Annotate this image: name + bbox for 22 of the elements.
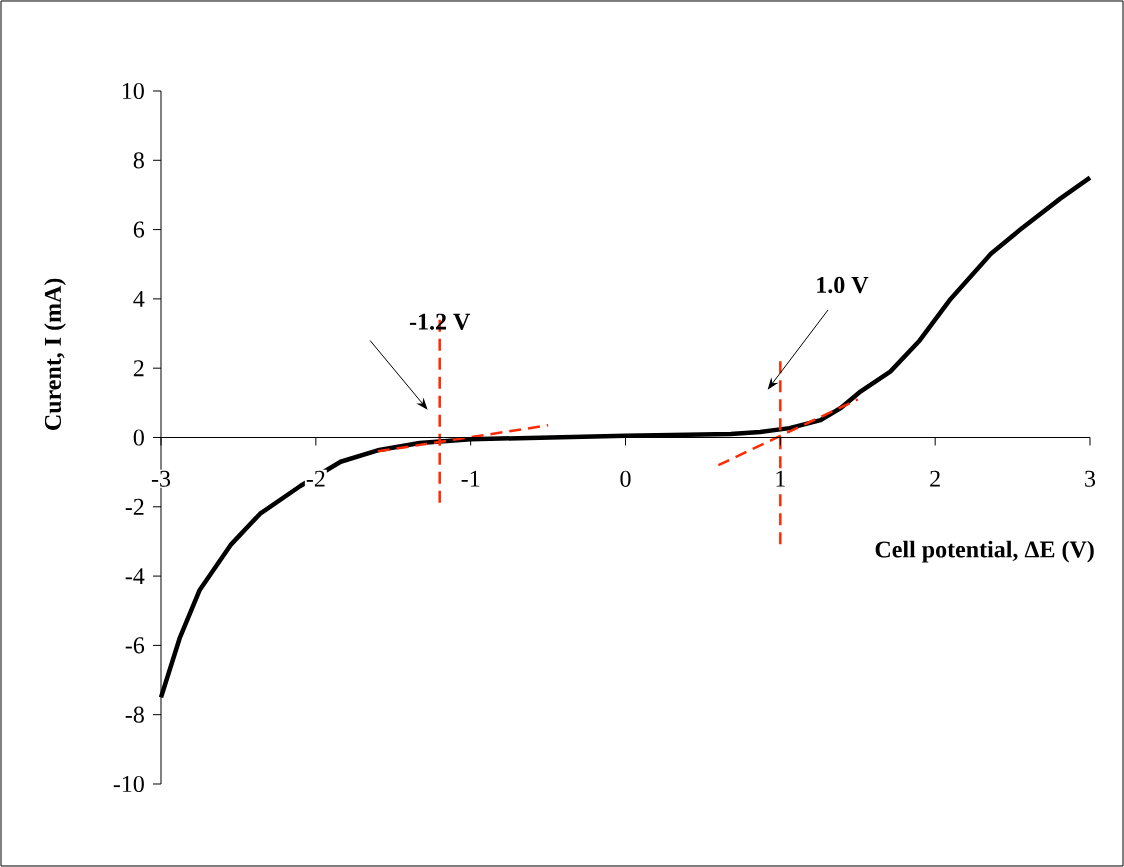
y-tick-label: -6	[125, 637, 145, 654]
y-tick-label: -8	[125, 706, 144, 723]
y-axis-title: Curent, I (mA)	[44, 278, 66, 430]
y-tick-label: 10	[122, 82, 144, 100]
y-tick-label: 2	[133, 360, 144, 377]
y-tick-label: -10	[113, 775, 144, 793]
x-axis-title: Cell potential, ΔE (V)	[875, 540, 1094, 563]
x-tick-label: -1	[461, 470, 480, 487]
y-tick-label: 4	[133, 290, 145, 307]
y-tick-label: 6	[133, 221, 145, 238]
x-tick-label: 3	[1085, 470, 1096, 487]
x-tick-label: 1	[776, 470, 785, 487]
y-tick-label: 8	[133, 152, 144, 169]
x-tick-label: -3	[151, 470, 171, 487]
x-tick-label: 2	[930, 470, 940, 487]
y-tick-label: 0	[133, 429, 144, 446]
annotation: 1.0 V	[817, 276, 869, 294]
x-tick-label: 0	[620, 470, 631, 487]
annotation: -1.2 V	[409, 313, 471, 330]
y-tick-label: -4	[125, 568, 145, 584]
x-tick-label: -2	[306, 470, 325, 487]
y-tick-label: -2	[125, 498, 144, 515]
